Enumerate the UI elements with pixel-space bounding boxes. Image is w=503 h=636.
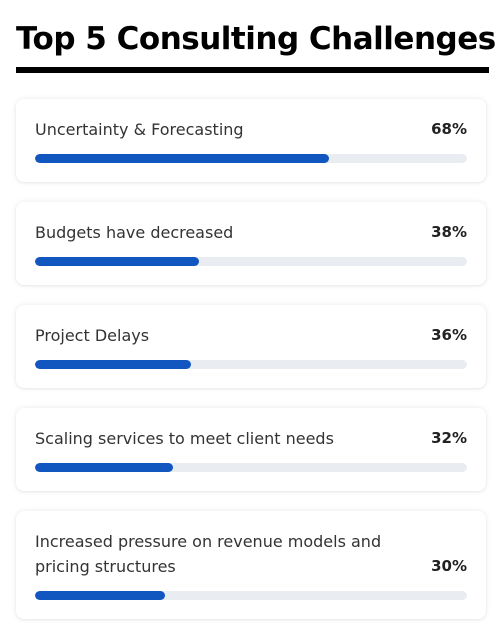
challenge-label: Uncertainty & Forecasting xyxy=(35,120,244,139)
challenge-card-scaling: Scaling services to meet client needs 32… xyxy=(16,408,486,491)
progress-bar xyxy=(35,463,174,472)
progress-track xyxy=(35,257,467,266)
challenge-label: Project Delays xyxy=(35,326,150,345)
progress-track xyxy=(35,360,467,369)
challenge-card-revenue-pressure: Increased pressure on revenue models and… xyxy=(16,511,486,619)
card-header: Budgets have decreased 38% xyxy=(35,220,467,245)
challenge-label: Increased pressure on revenue models and… xyxy=(35,532,382,576)
challenge-percent: 36% xyxy=(431,326,467,344)
progress-bar xyxy=(35,257,200,266)
challenge-card-project-delays: Project Delays 36% xyxy=(16,305,486,388)
challenge-percent: 68% xyxy=(431,120,467,138)
progress-track xyxy=(35,463,467,472)
card-header: Uncertainty & Forecasting 68% xyxy=(35,117,467,142)
challenge-card-budgets: Budgets have decreased 38% xyxy=(16,202,486,285)
challenge-card-uncertainty: Uncertainty & Forecasting 68% xyxy=(16,99,486,182)
card-header: Scaling services to meet client needs 32… xyxy=(35,426,467,451)
chart-title: Top 5 Consulting Challenges xyxy=(16,21,496,57)
challenge-percent: 32% xyxy=(431,429,467,447)
card-header: Increased pressure on revenue models and… xyxy=(35,529,467,579)
progress-bar xyxy=(35,154,329,163)
progress-bar xyxy=(35,591,165,600)
challenge-label: Scaling services to meet client needs xyxy=(35,429,334,448)
challenge-percent: 30% xyxy=(431,557,467,575)
progress-track xyxy=(35,154,467,163)
progress-track xyxy=(35,591,467,600)
challenge-label: Budgets have decreased xyxy=(35,223,234,242)
title-underline xyxy=(16,67,489,73)
progress-bar xyxy=(35,360,191,369)
challenge-percent: 38% xyxy=(431,223,467,241)
card-header: Project Delays 36% xyxy=(35,323,467,348)
